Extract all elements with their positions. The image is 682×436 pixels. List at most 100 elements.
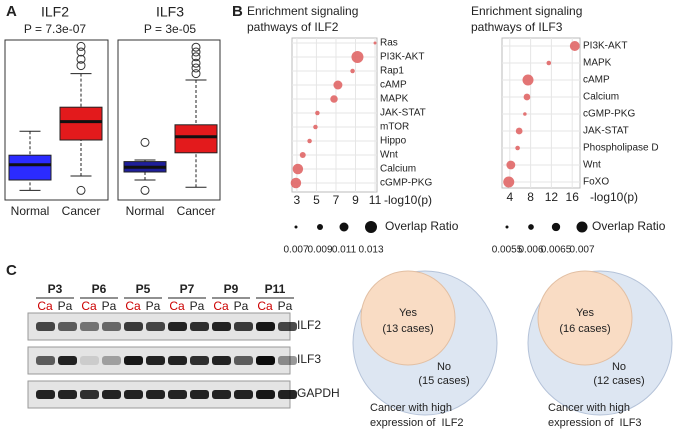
dot	[313, 124, 318, 130]
blot-band	[168, 356, 187, 365]
lane-label: Pa	[234, 299, 249, 313]
venn-yes-cases: (13 cases)	[382, 323, 433, 335]
size-legend-label: 0.0055	[492, 245, 523, 256]
outlier	[76, 61, 86, 71]
blot-band	[278, 356, 297, 365]
blot-band	[102, 322, 121, 331]
y-tick-label: Phospholipase D	[583, 143, 659, 154]
venn-caption: Cancer with high	[370, 402, 452, 414]
blot-band	[256, 390, 275, 399]
venn-no: No	[612, 361, 626, 373]
blot-band	[124, 322, 143, 331]
y-tick-label: PI3K-AKT	[583, 41, 627, 52]
size-legend-label: 0.0065	[541, 245, 572, 256]
blot-band	[278, 390, 297, 399]
y-tick-label: Hippo	[380, 136, 407, 147]
size-legend-label: 0.009	[307, 245, 332, 256]
lane-label: Ca	[81, 299, 97, 313]
sample-label: P6	[92, 282, 107, 296]
outlier	[191, 42, 201, 52]
panel-label: A	[6, 3, 17, 20]
sample-label: P7	[180, 282, 195, 296]
outlier	[76, 41, 86, 51]
size-legend-label: 0.013	[358, 245, 383, 256]
size-legend-dot	[505, 225, 509, 229]
lane-label: Ca	[169, 299, 185, 313]
venn-inner	[537, 270, 633, 366]
y-tick-label: Calcium	[380, 164, 416, 175]
y-tick-label: Calcium	[583, 92, 619, 103]
venn-yes-cases: (16 cases)	[559, 323, 610, 335]
blot-band	[234, 356, 253, 365]
blot-band	[278, 322, 297, 331]
outlier	[191, 47, 201, 57]
blot-band	[124, 390, 143, 399]
y-tick-label: Wnt	[583, 160, 601, 171]
panel-label: C	[6, 262, 17, 279]
x-tick-label: 11	[369, 193, 382, 207]
dot	[515, 127, 523, 135]
protein-label: ILF3	[297, 352, 321, 366]
size-legend-dot	[528, 224, 534, 230]
size-legend-dot	[551, 222, 561, 232]
venn-caption: expression of ILF2	[370, 417, 464, 429]
venn-caption: expression of ILF3	[548, 417, 642, 429]
blot-band	[168, 390, 187, 399]
blot-band	[124, 356, 143, 365]
dot	[523, 112, 527, 116]
size-legend-label: 0.007	[283, 245, 308, 256]
dot	[333, 80, 343, 90]
size-legend-dot	[365, 221, 377, 233]
plot-frame	[117, 39, 221, 201]
blot-band	[36, 322, 55, 331]
chart-title: ILF2	[41, 4, 69, 20]
size-legend-title: Overlap Ratio	[592, 219, 666, 233]
x-tick-label: 8	[527, 190, 534, 204]
dot	[290, 177, 302, 189]
x-tick-label: 5	[313, 193, 320, 207]
y-tick-label: cAMP	[380, 80, 407, 91]
x-axis-label: -log10(p)	[384, 193, 432, 207]
venn-no: No	[437, 361, 451, 373]
chart-title: Enrichment signaling	[471, 4, 582, 18]
dot	[515, 145, 520, 151]
blot-band	[102, 390, 121, 399]
lane-label: Pa	[102, 299, 117, 313]
chart-title: ILF3	[156, 4, 184, 20]
dot	[569, 41, 580, 51]
blot-band	[146, 322, 165, 331]
size-legend-dot	[576, 221, 588, 233]
blot-band	[234, 390, 253, 399]
y-tick-label: JAK-STAT	[583, 126, 629, 137]
venn-inner	[360, 270, 456, 366]
venn-caption: Cancer with high	[548, 402, 630, 414]
blot-band	[190, 322, 209, 331]
plot-bg	[291, 37, 378, 193]
lane-label: Ca	[37, 299, 53, 313]
lane-label: Ca	[257, 299, 273, 313]
dot	[292, 163, 304, 175]
dot	[299, 152, 306, 158]
x-tick-label: 9	[352, 193, 359, 207]
dot	[315, 110, 320, 116]
lane-label: Ca	[125, 299, 141, 313]
x-tick-label: 7	[333, 193, 340, 207]
outlier	[76, 185, 86, 195]
protein-label: ILF2	[297, 318, 321, 332]
outlier	[140, 137, 150, 147]
outlier	[76, 47, 86, 57]
size-legend-title: Overlap Ratio	[385, 219, 459, 233]
dot	[373, 41, 377, 45]
y-tick-label: MAPK	[583, 58, 612, 69]
plot-frame	[4, 39, 109, 201]
blot-band	[234, 322, 253, 331]
dot	[506, 160, 516, 170]
lane-label: Ca	[213, 299, 229, 313]
y-tick-label: PI3K-AKT	[380, 52, 424, 63]
venn-no-cases: (12 cases)	[593, 375, 644, 387]
y-tick-label: FoXO	[583, 177, 609, 188]
y-tick-label: cAMP	[583, 75, 610, 86]
y-tick-label: Rap1	[380, 66, 404, 77]
blot-band	[58, 322, 77, 331]
size-legend-label: 0.006	[518, 245, 543, 256]
